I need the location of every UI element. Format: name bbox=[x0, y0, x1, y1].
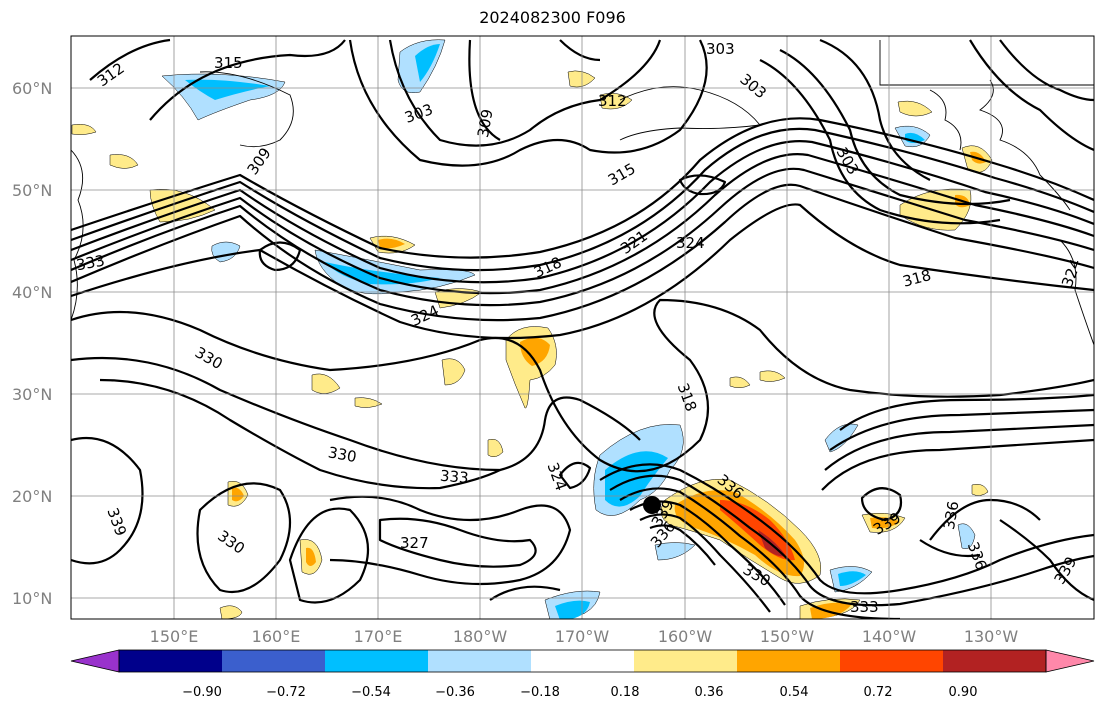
colorbar-swatch bbox=[119, 650, 223, 672]
map-title: 2024082300 F096 bbox=[479, 8, 626, 27]
lat-label-30n: 30°N bbox=[12, 385, 52, 404]
lon-label: 170°W bbox=[555, 627, 610, 646]
lon-label: 150°E bbox=[150, 627, 199, 646]
contour-label: 303 bbox=[706, 40, 735, 58]
contour-label: 312 bbox=[598, 92, 627, 110]
colorbar-tick-label: 0.18 bbox=[611, 685, 640, 700]
lat-label-40n: 40°N bbox=[12, 283, 52, 302]
lon-label: 150°W bbox=[760, 627, 815, 646]
colorbar-swatch bbox=[634, 650, 738, 672]
storm-center-marker bbox=[643, 496, 661, 514]
graticule bbox=[71, 36, 1094, 619]
colorbar-tick-label: −0.72 bbox=[266, 685, 306, 700]
colorbar-swatch bbox=[531, 650, 635, 672]
colorbar-tick-label: −0.90 bbox=[182, 685, 222, 700]
colorbar-swatch bbox=[222, 650, 326, 672]
colorbar-extend-high bbox=[1045, 649, 1095, 673]
colorbar-tick-label: −0.36 bbox=[435, 685, 475, 700]
contour-label: 309 bbox=[474, 108, 497, 139]
lon-label: 130°W bbox=[964, 627, 1019, 646]
lon-label: 160°E bbox=[252, 627, 301, 646]
lat-label-20n: 20°N bbox=[12, 487, 52, 506]
contour-label: 315 bbox=[214, 54, 243, 72]
colorbar-swatch bbox=[737, 650, 841, 672]
colorbar-tick-label: −0.18 bbox=[520, 685, 560, 700]
contour-label: 333 bbox=[850, 598, 879, 616]
lat-label-50n: 50°N bbox=[12, 181, 52, 200]
contour-label: 336 bbox=[940, 500, 963, 531]
lon-label: 140°W bbox=[862, 627, 917, 646]
lon-label: 170°E bbox=[354, 627, 403, 646]
contour-label: 333 bbox=[439, 467, 469, 487]
colorbar-tick-label: 0.36 bbox=[695, 685, 724, 700]
colorbar-swatch bbox=[428, 650, 532, 672]
colorbar-swatch bbox=[325, 650, 429, 672]
map-frame bbox=[70, 35, 1095, 620]
lat-label-60n: 60°N bbox=[12, 79, 52, 98]
colorbar bbox=[70, 649, 1095, 673]
theta-contours bbox=[71, 38, 1094, 619]
lat-label-10n: 10°N bbox=[12, 589, 52, 608]
contour-label: 333 bbox=[75, 252, 106, 275]
colorbar-extend-low bbox=[70, 649, 120, 673]
contour-label: 327 bbox=[400, 534, 429, 552]
longitude-labels: 150°E 160°E 170°E 180°W 170°W 160°W 150°… bbox=[150, 627, 1019, 646]
colorbar-frame bbox=[118, 649, 1047, 673]
shaded-regions bbox=[71, 39, 993, 619]
latitude-labels: 60°N 50°N 40°N 30°N 20°N 10°N bbox=[12, 79, 52, 608]
lon-label: 160°W bbox=[658, 627, 713, 646]
colorbar-tick-labels: −0.90 −0.72 −0.54 −0.36 −0.18 0.18 0.36 … bbox=[182, 685, 977, 700]
colorbar-tick-label: 0.54 bbox=[780, 685, 809, 700]
colorbar-swatch bbox=[943, 650, 1047, 672]
colorbar-tick-label: 0.72 bbox=[864, 685, 893, 700]
contour-label: 330 bbox=[327, 443, 358, 466]
colorbar-swatch bbox=[840, 650, 944, 672]
colorbar-tick-label: −0.54 bbox=[351, 685, 391, 700]
colorbar-tick-label: 0.90 bbox=[949, 685, 978, 700]
contour-label: 324 bbox=[676, 234, 705, 252]
lon-label: 180°W bbox=[453, 627, 508, 646]
